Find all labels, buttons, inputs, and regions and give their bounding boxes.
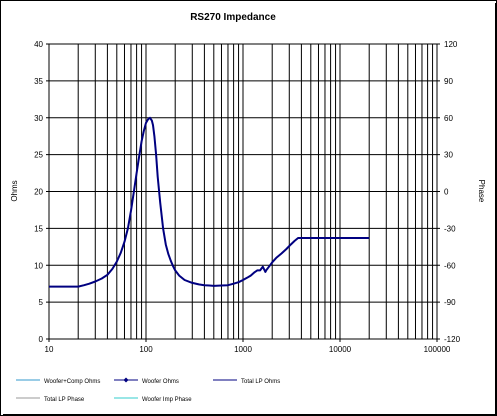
y-tick-label: 0 xyxy=(39,335,44,344)
y2-tick-label: 90 xyxy=(444,77,453,86)
x-ticks: 10 100 1000 10000 100000 xyxy=(45,339,451,354)
legend-label: Woofer+Comp Ohms xyxy=(44,379,100,385)
plot-grid xyxy=(49,44,437,339)
y2-tick-label: 0 xyxy=(444,188,449,197)
y-tick-label: 40 xyxy=(34,40,43,49)
y-tick-label: 10 xyxy=(34,261,43,270)
legend-label: Total LP Ohms xyxy=(241,379,280,385)
y-axis-label-right: Phase xyxy=(477,180,486,203)
y-ticks-left: 0 5 10 15 20 25 30 35 40 xyxy=(34,40,49,344)
y-tick-label: 15 xyxy=(34,224,43,233)
series-layer xyxy=(49,116,370,288)
x-tick-label: 1000 xyxy=(234,345,252,354)
chart-title: RS270 Impedance xyxy=(190,12,276,23)
y2-tick-label: -120 xyxy=(444,335,461,344)
legend-label: Total LP Phase xyxy=(44,397,85,403)
y-tick-label: 25 xyxy=(34,151,43,160)
frame-shadow-bottom xyxy=(3,414,497,416)
y2-tick-label: 120 xyxy=(444,40,458,49)
y-tick-label: 30 xyxy=(34,114,43,123)
legend-marker xyxy=(123,377,129,383)
y2-tick-label: -60 xyxy=(444,261,456,270)
y-tick-label: 35 xyxy=(34,77,43,86)
y2-tick-label: 30 xyxy=(444,151,453,160)
x-tick-label: 100000 xyxy=(424,345,451,354)
x-tick-label: 10 xyxy=(45,345,54,354)
y2-tick-label: -90 xyxy=(444,298,456,307)
legend: Woofer+Comp Ohms Woofer Ohms Total LP Ohms… xyxy=(16,377,280,403)
y-tick-label: 20 xyxy=(34,188,43,197)
y2-tick-label: -30 xyxy=(444,224,456,233)
y-axis-label-left: Ohms xyxy=(10,180,19,201)
y-tick-label: 5 xyxy=(39,298,44,307)
frame-shadow-right xyxy=(495,3,497,416)
legend-label: Woofer Imp Phase xyxy=(142,397,192,403)
y2-tick-label: 60 xyxy=(444,114,453,123)
x-tick-label: 100 xyxy=(139,345,153,354)
y-ticks-right: -120 -90 -60 -30 0 30 60 90 120 xyxy=(437,40,461,344)
legend-label: Woofer Ohms xyxy=(142,379,179,385)
x-tick-label: 10000 xyxy=(329,345,352,354)
series-line-total-lp-ohms xyxy=(49,116,370,288)
